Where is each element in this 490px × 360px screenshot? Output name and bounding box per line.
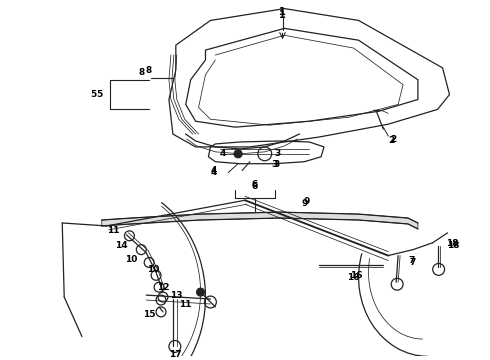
- Polygon shape: [102, 212, 418, 229]
- Text: 14: 14: [115, 241, 128, 250]
- Text: 3: 3: [274, 149, 281, 158]
- Text: 7: 7: [410, 258, 416, 267]
- Text: 11: 11: [179, 301, 192, 310]
- Text: 16: 16: [350, 271, 363, 280]
- Text: 9: 9: [301, 199, 307, 208]
- Text: 8: 8: [145, 66, 151, 75]
- Text: 3: 3: [273, 160, 280, 169]
- Text: 17: 17: [169, 350, 181, 359]
- Text: 2: 2: [390, 135, 396, 144]
- Text: 18: 18: [447, 241, 460, 250]
- Text: 7: 7: [409, 256, 415, 265]
- Text: 5: 5: [97, 90, 103, 99]
- Text: 12: 12: [157, 283, 169, 292]
- Text: 15: 15: [143, 310, 155, 319]
- Text: 1: 1: [279, 6, 286, 17]
- Text: 6: 6: [252, 180, 258, 189]
- Text: 2: 2: [388, 136, 394, 145]
- Circle shape: [196, 288, 204, 296]
- Text: 11: 11: [107, 226, 120, 235]
- Text: 4: 4: [219, 149, 225, 158]
- Text: 8: 8: [138, 68, 145, 77]
- Text: 18: 18: [446, 239, 459, 248]
- Text: 13: 13: [170, 291, 182, 300]
- Text: 10: 10: [147, 265, 159, 274]
- Text: 10: 10: [125, 255, 138, 264]
- Text: 6: 6: [252, 182, 258, 191]
- Text: 4: 4: [210, 168, 217, 177]
- Text: 16: 16: [347, 273, 360, 282]
- Text: 3: 3: [271, 160, 278, 169]
- Text: 4: 4: [210, 166, 217, 175]
- Text: 1: 1: [279, 9, 286, 19]
- Text: 5: 5: [91, 90, 97, 99]
- Text: 9: 9: [303, 197, 310, 206]
- Circle shape: [234, 150, 242, 158]
